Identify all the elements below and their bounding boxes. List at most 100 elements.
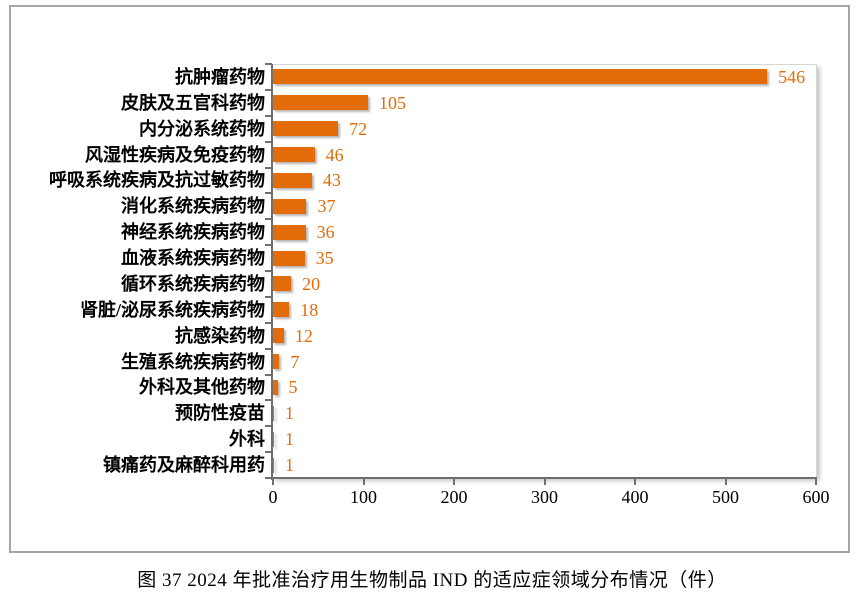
bar	[273, 302, 290, 318]
category-label: 循环系统疾病药物	[121, 273, 265, 294]
x-tick-label: 0	[268, 487, 278, 507]
y-tick	[265, 425, 272, 428]
bar-row: 1	[273, 452, 816, 478]
bar	[273, 457, 274, 473]
bar-value: 12	[294, 325, 313, 346]
y-tick	[265, 114, 272, 117]
y-tick	[265, 192, 272, 195]
category-label: 消化系统疾病药物	[121, 196, 265, 217]
bar	[273, 276, 292, 292]
y-tick	[265, 218, 272, 221]
figure-caption: 图 37 2024 年批准治疗用生物制品 IND 的适应症领域分布情况（件）	[137, 570, 727, 591]
y-tick	[265, 373, 272, 376]
bar-value: 7	[290, 351, 300, 372]
x-tick-label: 300	[531, 487, 558, 507]
x-tick	[543, 479, 546, 485]
category-label: 神经系统疾病药物	[121, 222, 265, 243]
x-tick	[272, 479, 274, 485]
y-tick	[265, 347, 272, 350]
category-label: 外科	[229, 429, 265, 450]
bar-row: 5	[273, 375, 816, 401]
y-tick	[265, 63, 272, 65]
bar-row: 12	[273, 323, 816, 349]
bar	[273, 354, 280, 370]
y-tick	[265, 321, 272, 324]
y-tick	[265, 270, 272, 272]
bar-row: 546	[273, 64, 816, 90]
x-tick	[815, 479, 817, 485]
y-tick	[265, 477, 272, 479]
x-axis-line	[266, 477, 817, 479]
y-tick	[265, 399, 272, 402]
bar-value: 546	[778, 66, 806, 87]
x-tick	[724, 479, 727, 485]
bar-row: 72	[273, 116, 816, 142]
bar-row: 37	[273, 193, 816, 219]
bar-row: 43	[273, 168, 816, 194]
bar-row: 105	[273, 90, 816, 116]
bar-row: 1	[273, 400, 816, 426]
bar-value: 1	[285, 429, 294, 450]
bar	[273, 250, 305, 266]
bar-value: 72	[349, 118, 368, 139]
bar-row: 20	[273, 271, 816, 297]
category-label: 抗肿瘤药物	[175, 66, 265, 87]
bar	[273, 95, 369, 111]
bar-row: 35	[273, 245, 816, 271]
bar-value: 36	[316, 222, 335, 243]
category-label: 内分泌系统药物	[139, 118, 265, 139]
category-label: 镇痛药及麻醉科用药	[103, 455, 265, 476]
bar-row: 46	[273, 142, 816, 168]
category-label: 预防性疫苗	[175, 403, 265, 424]
category-labels: 抗肿瘤药物皮肤及五官科药物内分泌系统药物风湿性疾病及免疫药物呼吸系统疾病及抗过敏…	[14, 64, 265, 478]
category-label: 呼吸系统疾病及抗过敏药物	[49, 170, 265, 191]
y-tick	[265, 140, 272, 143]
bar-row: 1	[273, 426, 816, 452]
x-tick	[634, 479, 636, 485]
bar-value: 37	[317, 196, 336, 217]
bar-row: 18	[273, 297, 816, 323]
x-tick-label: 600	[802, 487, 830, 507]
bar	[273, 328, 284, 344]
x-tick-label: 200	[440, 487, 468, 507]
x-tick-label: 500	[712, 487, 739, 507]
bar-value: 105	[379, 92, 407, 113]
bar	[273, 172, 312, 188]
bar-value: 1	[285, 403, 294, 424]
bar	[273, 198, 307, 214]
category-label: 皮肤及五官科药物	[121, 92, 265, 113]
plot-area	[272, 64, 817, 478]
y-tick	[265, 88, 272, 91]
bar	[273, 405, 274, 421]
category-label: 肾脏/泌尿系统疾病药物	[80, 299, 265, 320]
category-label: 风湿性疾病及免疫药物	[85, 144, 265, 165]
y-tick	[265, 295, 272, 298]
y-axis-line	[271, 64, 273, 480]
bar-value: 46	[325, 144, 344, 165]
x-tick	[453, 479, 455, 485]
bar-value: 35	[315, 248, 334, 269]
bar-value: 18	[300, 299, 319, 320]
bar-value: 20	[302, 273, 321, 294]
x-tick-label: 400	[621, 487, 649, 507]
y-tick	[265, 451, 272, 454]
bar-value: 43	[322, 170, 341, 191]
bar-value: 1	[285, 455, 294, 476]
category-label: 血液系统疾病药物	[121, 248, 265, 269]
bar	[273, 431, 274, 447]
bar	[273, 121, 339, 137]
category-label: 生殖系统疾病药物	[121, 351, 265, 372]
bar-rows: 546 105 72 46 43 37 36 35 20 18 12 7 5 1 1 1	[273, 64, 816, 478]
bar	[273, 224, 306, 240]
x-tick	[362, 479, 365, 485]
category-label: 抗感染药物	[175, 325, 265, 346]
bar-value: 5	[288, 377, 298, 398]
bar-row: 36	[273, 219, 816, 245]
y-tick	[265, 166, 272, 169]
bar-row: 7	[273, 349, 816, 375]
bar	[273, 147, 315, 163]
bar	[273, 379, 278, 395]
x-tick-label: 100	[350, 487, 377, 507]
y-tick	[265, 244, 272, 247]
category-label: 外科及其他药物	[139, 377, 265, 398]
